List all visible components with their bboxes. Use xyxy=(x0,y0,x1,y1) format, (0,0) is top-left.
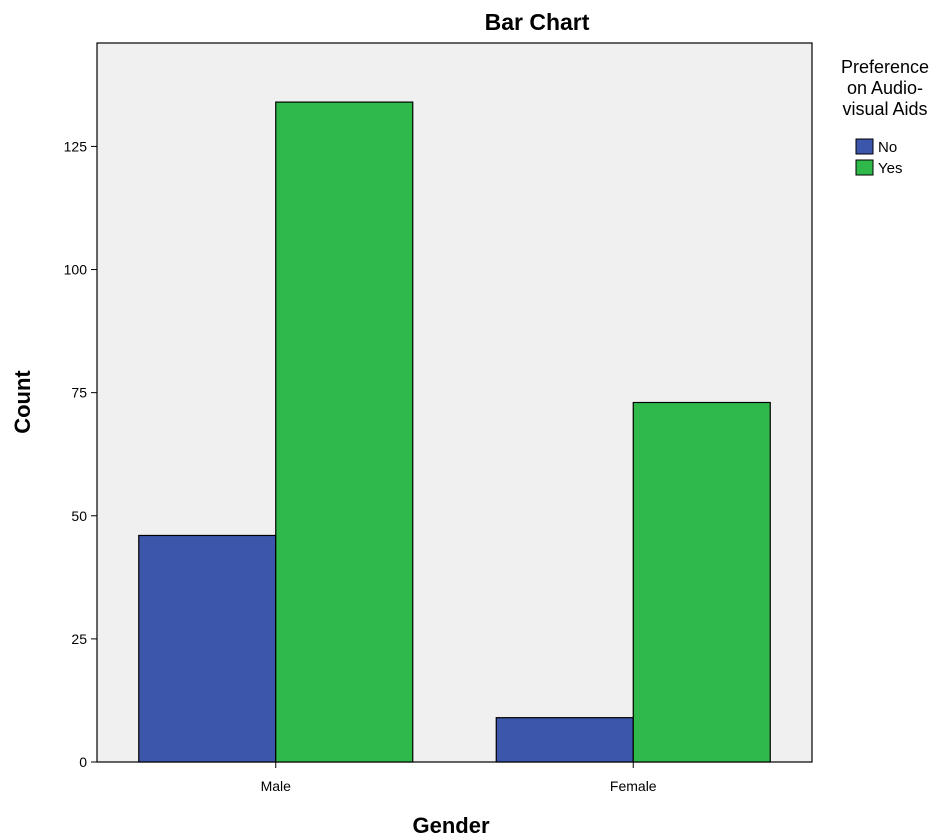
y-axis: 0 25 50 75 100 125 xyxy=(64,138,97,770)
y-tick-label: 125 xyxy=(64,138,88,154)
bar-female-yes xyxy=(632,401,771,763)
x-axis: Male Female xyxy=(261,762,657,794)
bars-group xyxy=(138,101,771,763)
y-tick-label: 75 xyxy=(71,385,87,401)
legend-swatch-yes xyxy=(855,159,874,176)
x-tick-label-male: Male xyxy=(261,778,292,794)
bar-female-no xyxy=(495,717,634,763)
legend-swatch-no xyxy=(855,138,874,155)
legend-title-line-2: on Audio- xyxy=(847,78,923,98)
y-tick-label: 100 xyxy=(64,262,88,278)
x-tick-label-female: Female xyxy=(610,778,657,794)
y-tick-label: 0 xyxy=(79,754,87,770)
legend-items: No Yes xyxy=(855,138,902,177)
x-axis-label: Gender xyxy=(412,813,489,838)
legend-title-line-3: visual Aids xyxy=(842,99,927,119)
legend-label-no: No xyxy=(878,139,897,156)
bar-male-no xyxy=(138,534,277,763)
chart-title: Bar Chart xyxy=(485,9,590,35)
legend-label-yes: Yes xyxy=(878,160,902,177)
legend-title-line-1: Preference xyxy=(841,57,929,77)
y-tick-label: 25 xyxy=(71,631,87,647)
y-axis-label: Count xyxy=(10,370,35,434)
legend: Preference on Audio- visual Aids No Yes xyxy=(841,57,929,177)
y-tick-label: 50 xyxy=(71,508,87,524)
bar-male-yes xyxy=(275,101,414,763)
